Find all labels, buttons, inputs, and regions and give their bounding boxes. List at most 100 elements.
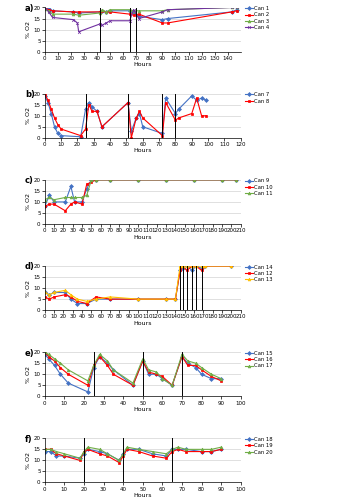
Can 9 — [63, 199, 67, 205]
Can 20 — [200, 446, 204, 452]
Legend: Can 7, Can 8: Can 7, Can 8 — [243, 90, 272, 106]
Can 9 — [73, 199, 77, 205]
Can 12 — [94, 294, 98, 300]
Can 15 — [52, 362, 56, 368]
X-axis label: Hours: Hours — [133, 407, 152, 412]
Can 10 — [220, 177, 224, 183]
Can 1 — [108, 8, 112, 14]
Can 3 — [128, 6, 132, 12]
Can 2 — [98, 9, 102, 15]
Can 9 — [47, 192, 52, 198]
Can 7 — [43, 93, 47, 99]
Can 14 — [108, 296, 112, 302]
Can 20 — [117, 458, 121, 464]
Can 3 — [104, 9, 108, 15]
Can 19 — [150, 453, 154, 459]
Can 19 — [78, 458, 82, 464]
Can 16 — [209, 374, 213, 380]
Can 7 — [90, 104, 94, 110]
Can 13 — [203, 263, 207, 269]
Can 16 — [194, 362, 198, 368]
Can 20 — [125, 444, 129, 450]
Can 1 — [165, 16, 170, 22]
Can 15 — [105, 360, 109, 366]
Can 13 — [63, 288, 67, 294]
Can 9 — [220, 177, 224, 183]
Can 3 — [229, 4, 234, 10]
Can 20 — [170, 446, 174, 452]
Can 8 — [126, 100, 130, 105]
Can 3 — [100, 6, 104, 12]
Can 10 — [63, 208, 67, 214]
Can 15 — [209, 376, 213, 382]
Can 15 — [147, 371, 151, 377]
Can 9 — [80, 199, 84, 205]
Can 15 — [154, 371, 159, 377]
Can 13 — [108, 294, 112, 300]
Can 13 — [194, 263, 198, 269]
Can 17 — [141, 356, 145, 362]
Can 15 — [92, 364, 96, 370]
Can 18 — [164, 453, 168, 459]
Can 19 — [98, 451, 102, 457]
Can 7 — [46, 100, 50, 105]
Can 17 — [43, 349, 47, 355]
Can 8 — [52, 115, 56, 121]
Can 12 — [200, 268, 204, 274]
Can 2 — [137, 11, 141, 17]
Y-axis label: % O2: % O2 — [26, 108, 31, 124]
Can 16 — [219, 378, 223, 384]
Can 9 — [69, 184, 73, 190]
Line: Can 14: Can 14 — [43, 264, 233, 305]
Can 19 — [82, 448, 86, 454]
Can 4 — [77, 29, 81, 35]
Can 18 — [86, 446, 90, 452]
Can 10 — [94, 177, 98, 183]
Can 3 — [131, 8, 136, 14]
Can 4 — [165, 6, 170, 12]
Can 10 — [234, 177, 238, 183]
Line: Can 13: Can 13 — [43, 264, 233, 302]
Text: c): c) — [25, 176, 34, 186]
Can 14 — [85, 300, 89, 306]
Can 19 — [86, 446, 90, 452]
Can 15 — [131, 382, 135, 388]
Can 4 — [104, 20, 108, 26]
Line: Can 17: Can 17 — [43, 351, 223, 386]
Can 13 — [69, 292, 73, 298]
Can 1 — [131, 10, 136, 16]
Can 2 — [131, 12, 136, 18]
Can 9 — [94, 177, 98, 183]
Can 2 — [229, 9, 234, 15]
Can 20 — [121, 451, 125, 457]
Can 20 — [137, 446, 141, 452]
Legend: Can 15, Can 16, Can 17: Can 15, Can 16, Can 17 — [243, 348, 275, 370]
Can 20 — [98, 446, 102, 452]
Can 18 — [137, 446, 141, 452]
Can 17 — [111, 367, 116, 373]
Can 20 — [176, 444, 180, 450]
Can 7 — [100, 124, 104, 130]
Can 14 — [43, 290, 47, 296]
Can 8 — [49, 106, 53, 112]
Can 20 — [54, 448, 58, 454]
Can 3 — [160, 8, 164, 14]
Can 13 — [75, 296, 79, 302]
Can 1 — [137, 14, 141, 20]
Can 15 — [141, 358, 145, 364]
Line: Can 1: Can 1 — [43, 6, 238, 21]
Can 17 — [131, 380, 135, 386]
Legend: Can 18, Can 19, Can 20: Can 18, Can 19, Can 20 — [243, 435, 275, 456]
Can 17 — [92, 362, 96, 368]
Can 2 — [160, 20, 164, 26]
Can 12 — [136, 296, 140, 302]
Can 18 — [121, 451, 125, 457]
Line: Can 3: Can 3 — [43, 6, 238, 16]
Can 20 — [209, 446, 213, 452]
Line: Can 18: Can 18 — [43, 448, 223, 462]
Can 12 — [181, 263, 185, 269]
Can 19 — [170, 448, 174, 454]
Can 8 — [195, 95, 199, 101]
Line: Can 7: Can 7 — [43, 94, 208, 138]
Can 3 — [98, 10, 102, 16]
